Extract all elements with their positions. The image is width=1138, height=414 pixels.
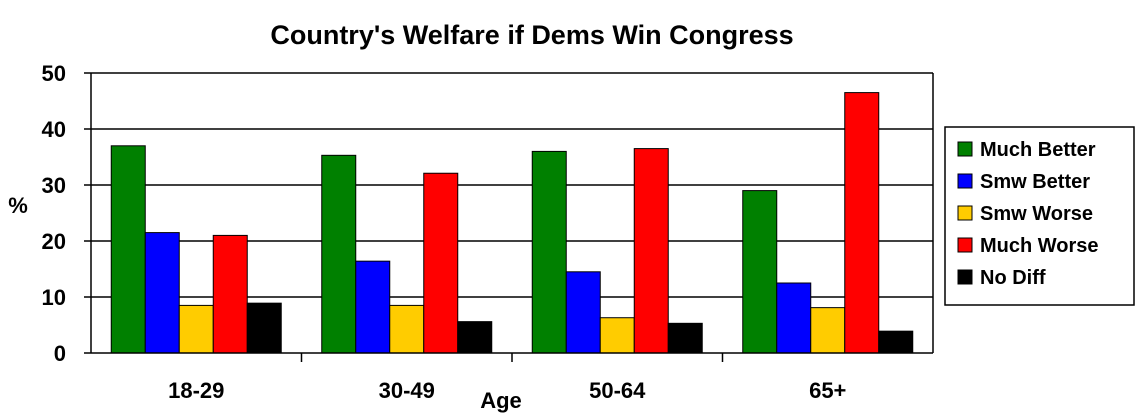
x-tick-label: 50-64 <box>589 378 646 403</box>
bar-much-worse-30-49 <box>423 172 459 354</box>
axes <box>84 72 934 362</box>
legend-label: Smw Better <box>980 171 1090 193</box>
x-tick-labels: 18-29 30-49 50-64 65+ <box>168 378 846 403</box>
bar-smw-worse-30-49 <box>389 304 425 354</box>
bar-much-worse-50-64 <box>633 148 669 354</box>
bar-smw-better-65+ <box>776 282 812 354</box>
bar-smw-worse-18-29 <box>178 304 214 354</box>
bar-much-better-65+ <box>742 190 778 354</box>
bars <box>110 92 914 354</box>
bar-much-worse-65+ <box>844 92 880 354</box>
bar-much-better-30-49 <box>321 154 357 354</box>
legend-label: Much Worse <box>980 235 1099 257</box>
legend-swatch-much-better <box>957 141 973 157</box>
y-tick-label: 30 <box>42 173 66 198</box>
chart-title: Country's Welfare if Dems Win Congress <box>270 20 793 50</box>
x-axis-label: Age <box>480 388 522 413</box>
legend-label: Smw Worse <box>980 203 1093 225</box>
x-tick-label: 18-29 <box>168 378 224 403</box>
y-tick-labels: 0 10 20 30 40 50 <box>42 61 66 366</box>
bar-much-better-50-64 <box>531 150 567 354</box>
legend-label: Much Better <box>980 139 1096 161</box>
y-tick-label: 40 <box>42 117 66 142</box>
y-tick-label: 50 <box>42 61 66 86</box>
bar-smw-better-50-64 <box>565 271 601 354</box>
bar-no-diff-30-49 <box>457 321 493 354</box>
bar-no-diff-18-29 <box>246 302 282 354</box>
legend-swatch-smw-better <box>957 173 973 189</box>
bar-no-diff-65+ <box>878 330 914 354</box>
bar-smw-worse-50-64 <box>599 317 635 354</box>
legend: Much Better Smw Better Smw Worse Much Worse… <box>944 126 1135 306</box>
bar-much-worse-18-29 <box>212 234 248 354</box>
bar-much-better-18-29 <box>110 145 146 354</box>
x-tick-label: 65+ <box>809 378 846 403</box>
legend-swatch-smw-worse <box>957 205 973 221</box>
y-tick-label: 20 <box>42 229 66 254</box>
legend-label: No Diff <box>980 267 1046 289</box>
legend-swatch-much-worse <box>957 237 973 253</box>
legend-box <box>944 126 1135 306</box>
bar-no-diff-50-64 <box>667 322 703 354</box>
legend-swatch-no-diff <box>957 269 973 285</box>
bar-smw-better-30-49 <box>355 260 391 354</box>
bar-smw-better-18-29 <box>144 232 180 354</box>
x-tick-label: 30-49 <box>379 378 435 403</box>
y-axis-label: % <box>8 193 28 218</box>
y-tick-label: 10 <box>42 285 66 310</box>
y-tick-label: 0 <box>54 341 66 366</box>
bar-smw-worse-65+ <box>810 307 846 354</box>
